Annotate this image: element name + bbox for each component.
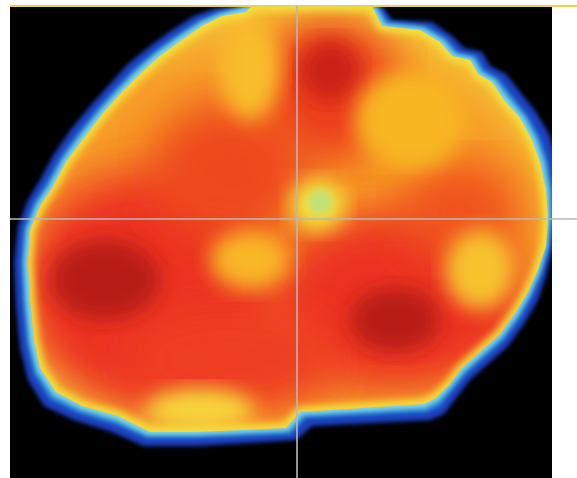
top-edge-line (10, 5, 577, 7)
